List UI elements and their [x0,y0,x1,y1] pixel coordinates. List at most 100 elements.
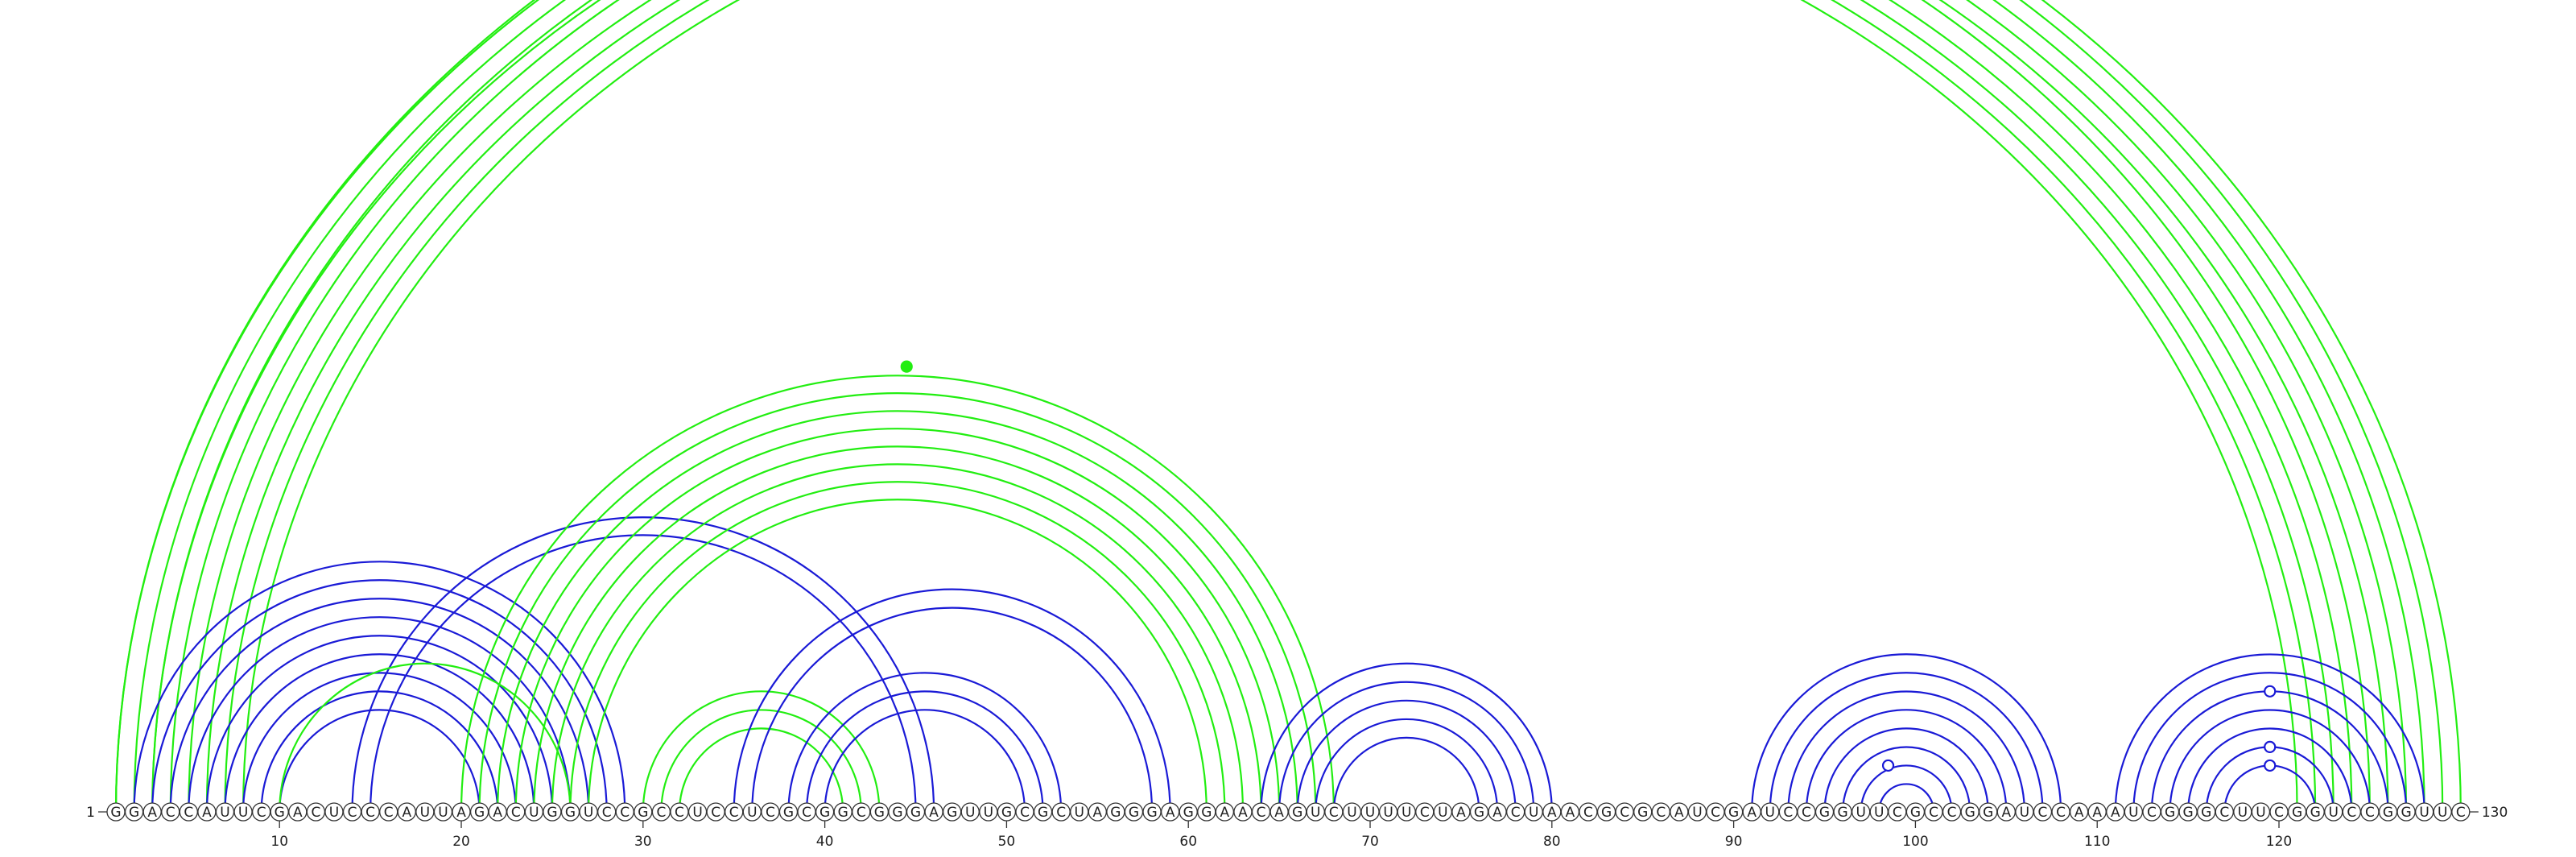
nucleotide-letter: G [2401,805,2411,821]
nucleotide-letter: A [2001,805,2011,821]
nucleotide: C [1942,802,1962,822]
nucleotide-letter: G [1146,805,1157,821]
nucleotide-letter: C [1257,805,1266,821]
nucleotide-letter: G [1110,805,1121,821]
nucleotide-letter: A [202,805,212,821]
nucleotide: C [724,802,744,822]
tick-label: 110 [2084,834,2110,850]
nucleotide-letter: C [384,805,394,821]
nucleotide-letter: G [2165,805,2175,821]
nucleotide-letter: A [1166,805,1175,821]
arc-blue-15-45 [369,534,917,813]
nucleotide: A [1670,802,1689,822]
arc-blue-98-101 [1878,783,1935,813]
nucleotide-letter: U [692,805,702,821]
tick-label: 100 [1902,834,1928,850]
nucleotide: U [1687,802,1707,822]
nucleotide-letter: C [311,805,320,821]
nucleotide-letter: U [747,805,757,821]
nucleotide-circle [2451,802,2471,822]
nucleotide: G [2160,802,2180,822]
nucleotide-letter: G [2183,805,2194,821]
nucleotide-letter: U [1347,805,1356,821]
arc-blue-95-104 [1823,727,1989,813]
nucleotide-letter: G [1183,805,1194,821]
arc-blue-92-107 [1769,672,2044,813]
nucleotide: G [1197,802,1216,822]
nucleotide-letter: A [293,805,303,821]
arc-blue-8-23 [242,672,517,813]
nucleotide: G [2396,802,2416,822]
nucleotide-letter: C [257,805,266,821]
nucleotide: C [2051,802,2070,822]
nucleotide: G [2287,802,2307,822]
nucleotide-letter: U [1365,805,1375,821]
nucleotide: U [742,802,762,822]
arc-blue-68-76 [1332,736,1480,813]
nucleotide: U [1852,802,1871,822]
nucleotide: G [1142,802,1162,822]
nucleotide: G [778,802,799,822]
arc-green-31-42 [660,709,862,813]
nucleotide-letter: U [2238,805,2248,821]
green-filled-marker [900,360,913,373]
nucleotide-letter: U [1692,805,1702,821]
nucleotide: U [524,802,543,822]
nucleotide-letter: G [2292,805,2302,821]
nucleotide: C [1797,802,1816,822]
nucleotide-letter: G [1983,805,1993,821]
nucleotide: C [2269,802,2289,822]
arc-blue-6-25 [205,635,554,813]
tick-label: 70 [1361,834,1379,850]
nucleotide: G [634,802,653,822]
nucleotide-letter: U [1765,805,1775,821]
arc-green-10-26 [279,662,572,813]
nucleotide: G [943,802,962,822]
arc-green-3-125 [151,0,2372,813]
arc-blue-3-28 [151,579,608,813]
nucleotide-letter: C [1620,805,1629,821]
nucleotide: G [2178,802,2198,822]
nucleotide-letter: U [1402,805,1411,821]
blue-open-marker [1881,759,1895,772]
nucleotide-letter: A [2092,805,2102,821]
nucleotide-letter: C [2274,805,2284,821]
arc-blue-114-125 [2169,709,2372,813]
nucleotide: G [560,802,580,822]
nucleotide-letter: A [1492,805,1502,821]
nucleotide: G [1469,802,1489,822]
nucleotide: A [1560,802,1580,822]
arc-blue-64-80 [1260,662,1553,813]
nucleotide: C [1051,802,1071,822]
nucleotide: C [651,802,671,822]
nucleotide: C [2142,802,2161,822]
nucleotide: C [1415,802,1435,822]
nucleotide-letter: U [584,805,593,821]
nucleotide-letter: C [2038,805,2048,821]
nucleotide-letter: G [1601,805,1612,821]
nucleotide-letter: U [1874,805,1884,821]
nucleotide: C [1251,802,1271,822]
nucleotide-letter: U [420,805,430,821]
arc-green-26-62 [569,481,1226,813]
nucleotide: C [379,802,398,822]
arc-green-8-121 [242,0,2298,813]
nucleotide-letter: C [766,805,775,821]
nucleotide-letter: A [1092,805,1102,821]
nucleotide-letter: C [802,805,811,821]
nucleotide: C [251,802,271,822]
nucleotide: C [852,802,871,822]
nucleotide: A [1088,802,1107,822]
nucleotide-letter: U [220,805,229,821]
nucleotide-letter: G [2201,805,2211,821]
nucleotide-letter: G [1129,805,1139,821]
nucleotide-letter: C [1656,805,1666,821]
nucleotide-letter: C [1056,805,1066,821]
nucleotide-letter: C [656,805,666,821]
nucleotide: A [1742,802,1761,822]
arc-green-4-126 [169,0,2389,813]
nucleotide-letter: G [838,805,848,821]
nucleotide: G [543,802,562,822]
arc-green-24-64 [533,445,1262,813]
